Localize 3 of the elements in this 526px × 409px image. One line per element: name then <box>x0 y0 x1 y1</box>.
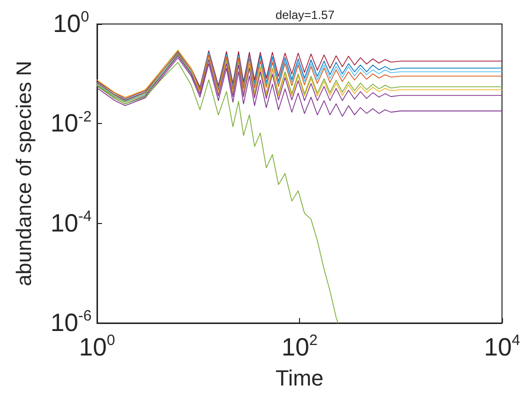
chart-title: delay=1.57 <box>275 8 335 22</box>
x-axis-title: Time <box>275 366 324 390</box>
y-axis-title: abundance of species N <box>13 60 36 286</box>
